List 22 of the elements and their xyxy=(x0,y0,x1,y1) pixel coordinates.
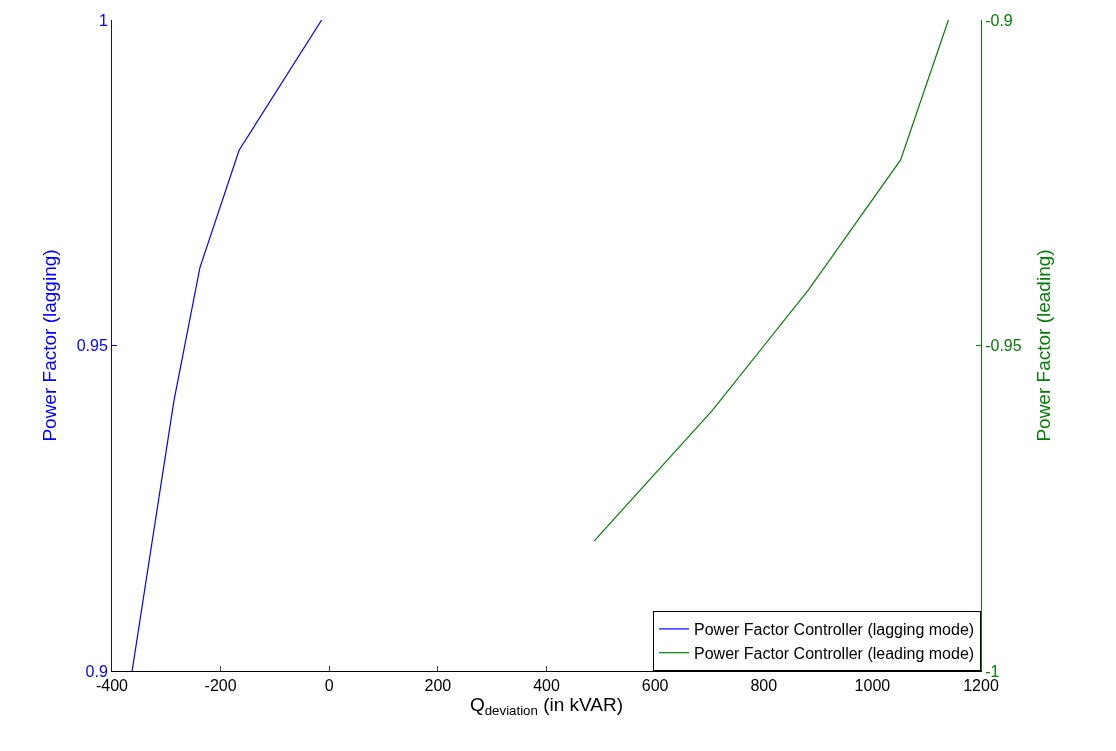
legend-label: Power Factor Controller (lagging mode) xyxy=(694,621,975,639)
y-tick-label: 0.9 xyxy=(85,662,108,680)
y2-tick-label: -1 xyxy=(985,662,1000,680)
x-tick-label: 0 xyxy=(324,677,334,695)
x-tick-label: 600 xyxy=(641,677,669,695)
x-tick-label: 1000 xyxy=(854,677,891,695)
x-tick-label: -400 xyxy=(95,677,129,695)
x-tick-label: 1200 xyxy=(963,677,999,695)
line-series xyxy=(593,20,950,542)
y2-tick-label: -0.95 xyxy=(985,337,1022,355)
x-axis-title: Q$_{deviation}$ (in kVAR) xyxy=(469,694,624,719)
y-tick-label: 1 xyxy=(98,11,108,29)
y-axis-title: Power Factor (lagging) xyxy=(38,249,60,442)
x-tick-label: 400 xyxy=(533,677,560,695)
x-tick-label: -200 xyxy=(204,677,237,695)
legend-label: Power Factor Controller (leading mode) xyxy=(694,644,975,662)
x-tick-label: 200 xyxy=(424,677,452,695)
line-series xyxy=(131,20,323,671)
y2-axis-title: Power Factor (leading) xyxy=(1032,249,1054,442)
y2-tick-label: -0.9 xyxy=(985,11,1013,29)
x-tick-label: 800 xyxy=(750,677,778,695)
y-tick-label: 0.95 xyxy=(76,337,108,355)
